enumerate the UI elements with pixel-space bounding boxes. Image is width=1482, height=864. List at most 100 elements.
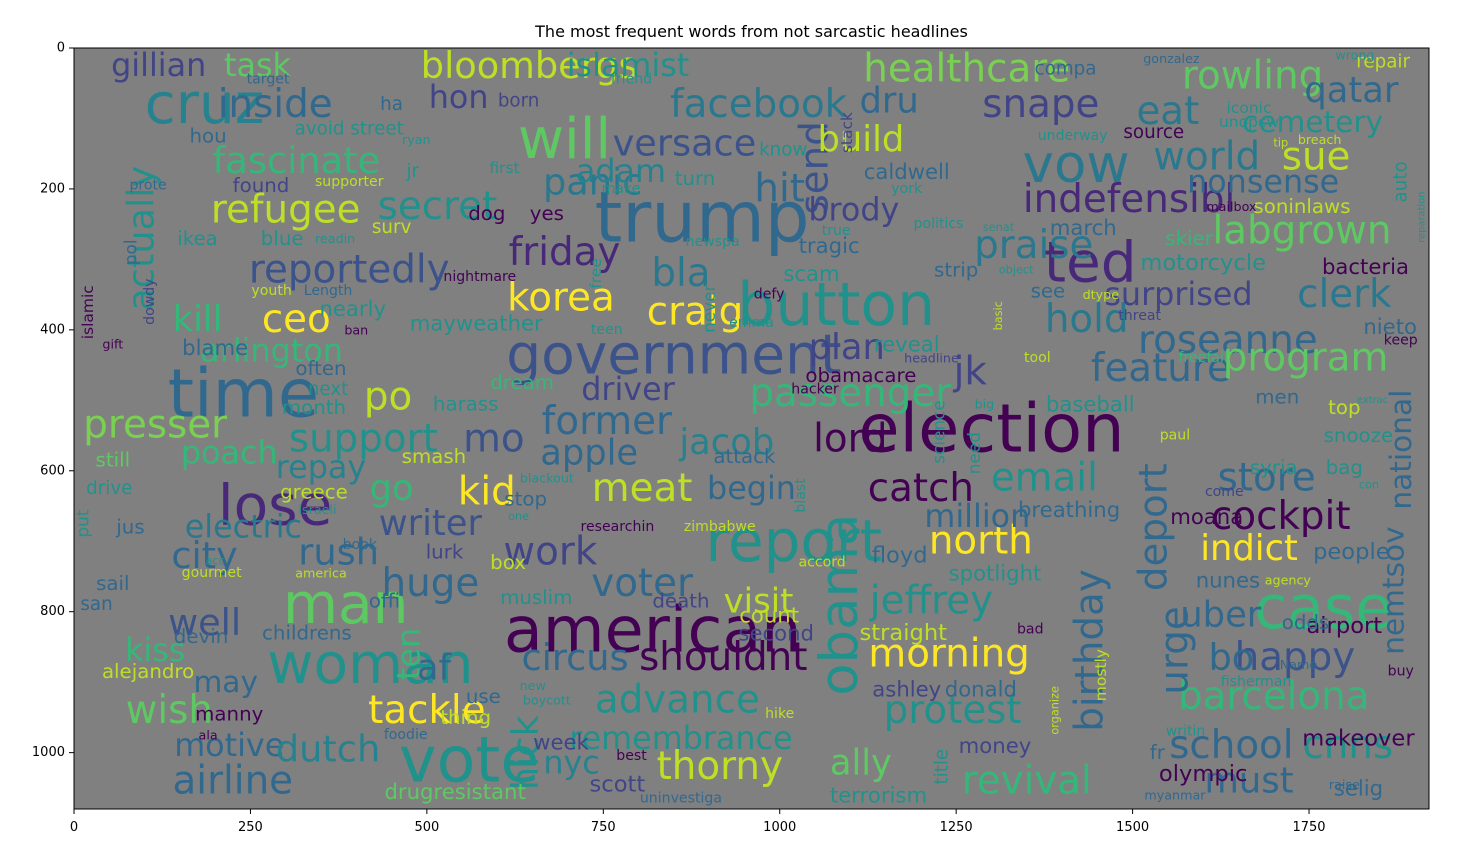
word-put: put xyxy=(72,509,92,537)
word-nieto: nieto xyxy=(1363,314,1417,339)
word-nunes: nunes xyxy=(1196,567,1260,592)
word-vow: vow xyxy=(1023,134,1130,195)
word-button: button xyxy=(737,270,935,340)
word-fr: fr xyxy=(1150,741,1166,764)
word-march: march xyxy=(1050,215,1117,240)
word-skier: skier xyxy=(1165,227,1213,250)
word-wish: wish xyxy=(126,688,213,733)
word-kill: kill xyxy=(173,299,223,340)
word-bloombergs: bloombergs xyxy=(421,44,638,87)
word-snape: snape xyxy=(982,82,1099,127)
word-driver: driver xyxy=(581,371,675,408)
word-voter: voter xyxy=(591,561,693,606)
x-tick-label: 0 xyxy=(70,820,78,835)
word-scott: scott xyxy=(590,771,646,797)
word-avoid-street: avoid street xyxy=(295,119,404,140)
word-threat: threat xyxy=(1118,308,1161,324)
word-urge: urge xyxy=(1152,606,1197,694)
word-ban: ban xyxy=(344,322,368,337)
word-ashley: ashley xyxy=(872,677,941,702)
word-shouldnt: shouldnt xyxy=(639,635,807,680)
word-birthday: birthday xyxy=(1068,569,1113,732)
word-morning: morning xyxy=(868,631,1029,676)
word-organize: organize xyxy=(1048,686,1061,735)
word-craig: craig xyxy=(647,290,743,335)
word-surv: surv xyxy=(372,217,412,238)
x-tick-label: 1500 xyxy=(1116,820,1149,835)
word-raise: raise xyxy=(1329,777,1360,792)
word-hike: hike xyxy=(765,706,794,722)
x-tick-label: 750 xyxy=(591,820,616,835)
word-reveal: reveal xyxy=(874,331,940,356)
word-keep: keep xyxy=(1384,332,1418,348)
word-know: know xyxy=(759,140,807,161)
word-american: american xyxy=(504,592,802,666)
word-fisherman: fisherman xyxy=(1221,674,1292,690)
word-work: work xyxy=(503,529,597,574)
word-city: city xyxy=(171,534,237,577)
word-repair: repair xyxy=(1356,52,1410,73)
word-true: true xyxy=(822,223,851,239)
word-man: man xyxy=(283,572,408,637)
word-count: count xyxy=(739,603,799,628)
word-length: Length xyxy=(304,283,353,299)
word-money: money xyxy=(959,733,1032,758)
word-iconic: iconic xyxy=(1227,99,1272,117)
word-science: science xyxy=(929,400,949,464)
word-friend: friend xyxy=(611,72,652,88)
word-build: build xyxy=(817,119,904,160)
word-prote: prote xyxy=(129,177,166,193)
word-arlington: arlington xyxy=(200,332,343,369)
word-tackle: tackle xyxy=(368,688,485,733)
word-protest: protest xyxy=(884,688,1022,733)
word-mostly: mostly xyxy=(1092,649,1110,701)
y-tick-label: 400 xyxy=(40,322,65,337)
word-vote: vote xyxy=(399,723,539,797)
word-need: need xyxy=(964,432,984,474)
word-senat: senat xyxy=(983,221,1015,234)
word-adam: adam xyxy=(576,153,666,190)
word-hon: hon xyxy=(429,79,489,116)
word-san: san xyxy=(80,594,112,615)
word-jr: jr xyxy=(405,161,419,182)
word-born: born xyxy=(498,90,540,111)
x-tick-label: 500 xyxy=(414,820,439,835)
word-brody: brody xyxy=(808,192,899,229)
word-york: york xyxy=(891,181,923,197)
word-will: will xyxy=(518,107,611,172)
word-deport: deport xyxy=(1131,463,1176,591)
word-facebook: facebook xyxy=(670,82,848,127)
word-lose: lose xyxy=(218,474,332,539)
word-source: source xyxy=(1123,122,1184,143)
word-praise: praise xyxy=(974,223,1093,268)
word-indict: indict xyxy=(1200,528,1298,569)
word-stop: stop xyxy=(504,487,547,510)
word-second: second xyxy=(738,620,814,645)
x-tick-label: 1000 xyxy=(763,820,796,835)
word-compa: compa xyxy=(1035,59,1097,80)
word-friday: friday xyxy=(509,230,621,275)
word-secret: secret xyxy=(378,184,498,229)
word-dream: dream xyxy=(490,371,554,394)
word-nyc: nyc xyxy=(543,745,599,782)
word-spotlight: spotlight xyxy=(949,560,1042,585)
word-election: election xyxy=(858,390,1124,468)
word-hold: hold xyxy=(1045,297,1129,342)
word-task: task xyxy=(224,47,292,84)
word-well: well xyxy=(168,601,241,644)
word-blast: blast xyxy=(793,478,809,513)
word-ten: ten xyxy=(391,628,428,680)
word-school: school xyxy=(1169,723,1293,768)
word-use: use xyxy=(466,685,501,708)
word-poach: poach xyxy=(181,435,278,472)
word-object: object xyxy=(999,263,1034,276)
word-blackout: blackout xyxy=(520,470,574,485)
word-airline: airline xyxy=(173,758,294,803)
word-woman: woman xyxy=(267,632,473,697)
word-program: program xyxy=(1223,336,1389,381)
word-electric: electric xyxy=(185,509,302,546)
word-roseanne: roseanne xyxy=(1138,318,1318,363)
word-revival: revival xyxy=(962,758,1092,803)
word-bag: bag xyxy=(1326,456,1363,479)
word-first: first xyxy=(489,159,519,177)
